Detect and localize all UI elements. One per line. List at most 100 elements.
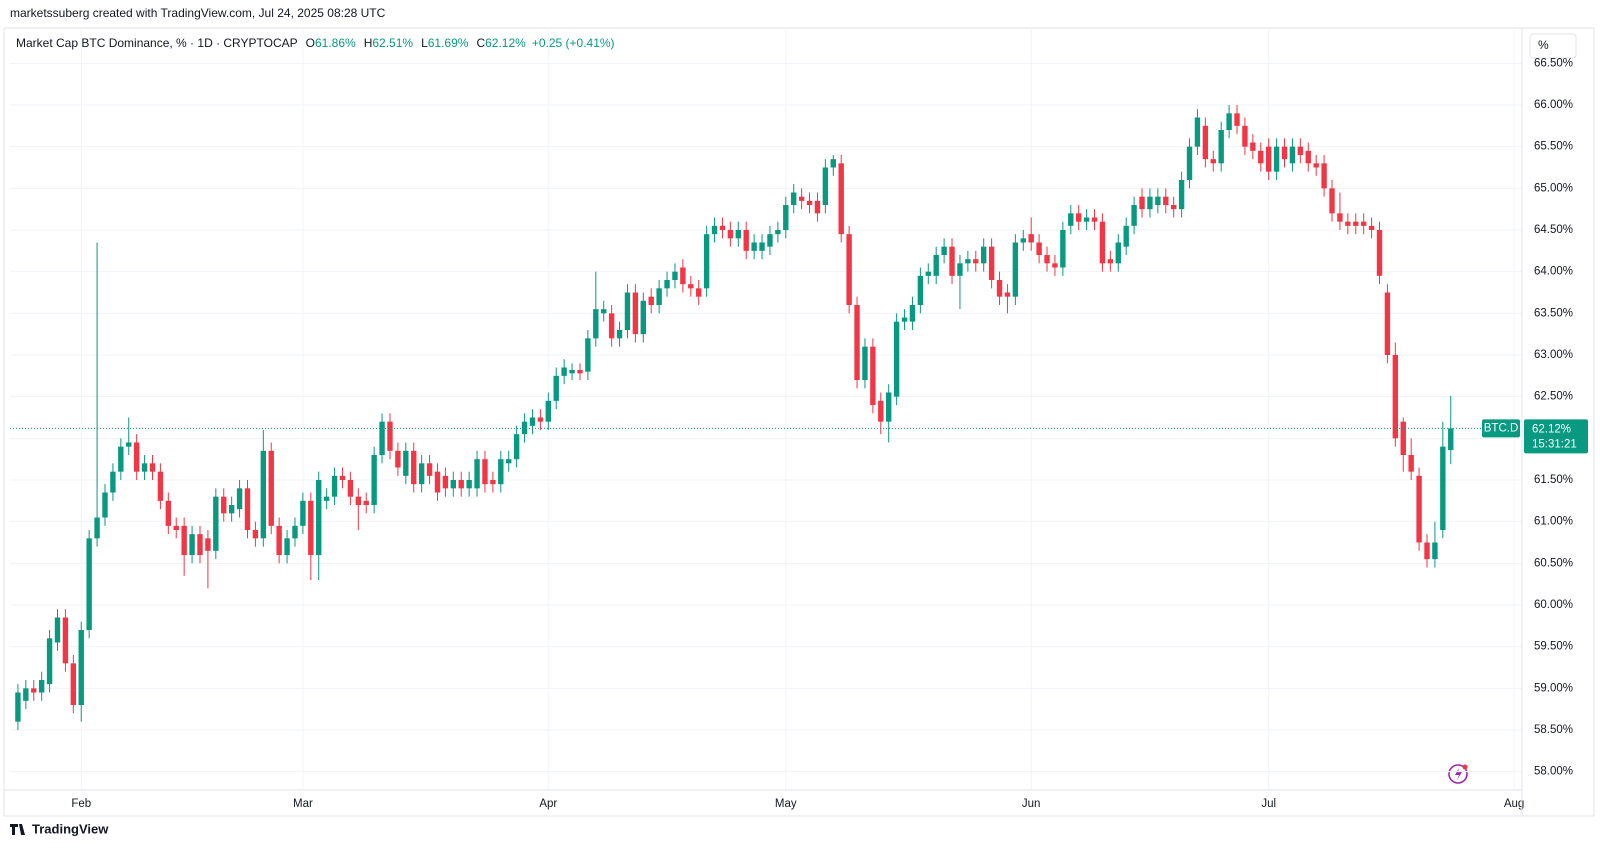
candle-body xyxy=(1123,225,1129,247)
candle-body xyxy=(1218,130,1224,164)
candle-body xyxy=(1107,259,1114,264)
candle-body xyxy=(1131,205,1137,226)
candle-body xyxy=(1337,213,1343,222)
candle-body xyxy=(442,475,449,489)
candle-body xyxy=(1210,159,1216,164)
candle-body xyxy=(236,488,243,510)
candle-body xyxy=(308,500,314,555)
candle-body xyxy=(197,534,203,555)
candle-body xyxy=(316,480,322,555)
candle-body xyxy=(411,450,417,485)
candle-body xyxy=(648,296,654,305)
candle-body xyxy=(791,192,797,205)
icon-dot[interactable] xyxy=(1462,764,1468,770)
x-tick-label: Mar xyxy=(293,798,313,810)
candle-body xyxy=(133,442,140,472)
y-tick-label: 58.50% xyxy=(1534,724,1573,736)
candle-body xyxy=(656,288,662,305)
candle-body xyxy=(86,538,92,630)
candle-body xyxy=(601,309,607,314)
candle-body xyxy=(854,305,860,380)
candle-body xyxy=(149,463,156,472)
candle-body xyxy=(775,230,781,235)
price-tag xyxy=(1524,419,1588,454)
candle-body xyxy=(529,417,536,426)
y-tick-label: 65.00% xyxy=(1534,182,1573,194)
candle-body xyxy=(680,267,686,285)
candle-body xyxy=(743,230,749,251)
candle-body xyxy=(1163,196,1169,205)
candle-body xyxy=(1036,242,1042,255)
candle-body xyxy=(941,246,947,255)
scale-button[interactable] xyxy=(1529,33,1577,59)
candle-body xyxy=(221,496,227,514)
x-tick-label: Aug xyxy=(1504,798,1524,810)
candle-body xyxy=(418,463,425,485)
candle-body xyxy=(537,417,544,422)
candle-body xyxy=(735,230,741,239)
candle-body xyxy=(1360,221,1367,226)
candle-body xyxy=(46,638,53,685)
y-tick-label: 63.00% xyxy=(1534,349,1573,361)
icon-bolt[interactable] xyxy=(1455,768,1462,780)
icon-ring[interactable] xyxy=(1448,764,1468,784)
candle-body xyxy=(1091,217,1098,222)
y-tick-label: 61.00% xyxy=(1534,516,1573,528)
legend-value: 61.86% xyxy=(315,36,356,50)
candle-body xyxy=(1321,163,1327,189)
candle-body xyxy=(1075,213,1082,222)
candle-body xyxy=(434,471,441,493)
candle-body xyxy=(331,475,338,497)
candle-body xyxy=(181,525,187,555)
x-tick-label: Feb xyxy=(71,798,91,810)
y-tick-label: 61.50% xyxy=(1534,474,1573,486)
legend-title: Market Cap BTC Dominance, % · 1D · CRYPT… xyxy=(16,36,298,50)
candles xyxy=(15,105,1454,730)
candle-body xyxy=(126,442,132,447)
candle-body xyxy=(1147,196,1153,210)
candle-body xyxy=(1353,221,1359,226)
legend-key: L xyxy=(421,36,428,50)
candle-body xyxy=(719,225,726,230)
candle-body xyxy=(814,200,821,214)
legend-change: +0.25 (+0.41%) xyxy=(532,36,615,50)
candle-body xyxy=(664,280,670,289)
alert-icon[interactable] xyxy=(1448,764,1468,784)
candle-body xyxy=(1115,242,1121,264)
candle-body xyxy=(1376,230,1383,276)
scale-button-label[interactable]: % xyxy=(1538,38,1549,52)
candle-body xyxy=(1139,196,1145,210)
candle-body xyxy=(830,159,836,168)
candle-body xyxy=(545,400,551,422)
candle-body xyxy=(292,525,298,539)
y-tick-label: 66.50% xyxy=(1534,57,1573,69)
candle-body xyxy=(323,496,330,501)
candle-body xyxy=(1424,542,1430,560)
candle-body xyxy=(54,617,61,643)
x-tick-label: May xyxy=(775,798,797,810)
candle-body xyxy=(1044,255,1050,264)
candle-body xyxy=(474,459,480,489)
candle-body xyxy=(1155,196,1161,205)
legend-value: 62.12% xyxy=(485,36,526,50)
candle-body xyxy=(244,488,251,530)
candle-body xyxy=(379,421,385,455)
candle-body xyxy=(62,617,69,664)
candle-body xyxy=(102,492,108,518)
candle-body xyxy=(917,275,924,305)
candle-body xyxy=(252,530,259,539)
candle-body xyxy=(1234,113,1240,126)
candle-body xyxy=(1432,542,1438,560)
candle-body xyxy=(38,680,45,693)
y-tick-label: 60.00% xyxy=(1534,599,1573,611)
y-tick-label: 58.00% xyxy=(1534,766,1573,778)
candle-body xyxy=(94,517,100,539)
candle-body xyxy=(1400,421,1406,455)
candle-body xyxy=(482,459,488,485)
y-tick-label: 62.50% xyxy=(1534,391,1573,403)
candle-body xyxy=(822,167,829,205)
candle-body xyxy=(838,163,844,235)
candle-body xyxy=(363,500,369,505)
candle-body xyxy=(355,496,362,505)
